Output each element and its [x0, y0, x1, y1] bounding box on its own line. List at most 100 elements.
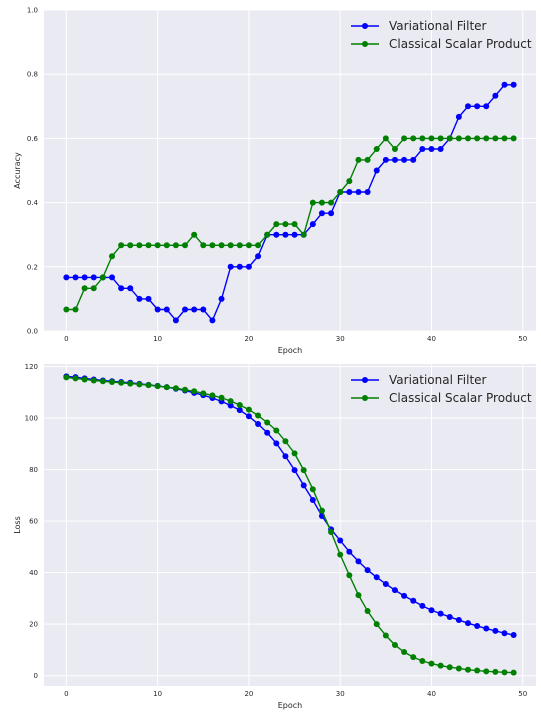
accuracy-series-variational-filter-point	[474, 103, 481, 110]
loss-y-tick-label: 20	[29, 621, 38, 629]
accuracy-series-classical-scalar-product-point	[483, 135, 490, 142]
accuracy-series-variational-filter-point	[255, 253, 262, 260]
loss-legend-label: Classical Scalar Product	[389, 391, 532, 405]
loss-series-variational-filter-point	[264, 429, 271, 436]
loss-series-variational-filter-point	[410, 597, 417, 604]
loss-series-variational-filter-point	[227, 402, 234, 409]
accuracy-series-classical-scalar-product-point	[72, 306, 79, 313]
loss-series-classical-scalar-product-point	[464, 666, 471, 673]
loss-series-classical-scalar-product-point	[346, 572, 353, 579]
accuracy-series-classical-scalar-product-point	[81, 285, 88, 292]
loss-y-tick-label: 100	[25, 415, 38, 423]
loss-legend-marker	[362, 377, 368, 383]
accuracy-series-classical-scalar-product-point	[364, 156, 371, 163]
accuracy-chart: 0 10 20 30 40 50 0.0 0.2 0.4 0.6 0.8 1.0 Epoch Accura…	[13, 7, 536, 355]
accuracy-series-classical-scalar-product-point	[382, 135, 389, 142]
loss-x-tick-label: 0	[64, 690, 68, 698]
loss-x-tick-label: 10	[153, 690, 162, 698]
loss-x-tick-label: 50	[518, 690, 527, 698]
loss-series-classical-scalar-product-point	[437, 662, 444, 669]
loss-series-classical-scalar-product-point	[218, 394, 225, 401]
loss-series-classical-scalar-product-point	[501, 669, 508, 676]
accuracy-series-variational-filter-point	[81, 274, 88, 281]
loss-series-classical-scalar-product-point	[391, 642, 398, 649]
accuracy-x-tick-label: 10	[153, 335, 162, 343]
accuracy-series-classical-scalar-product-point	[236, 242, 243, 249]
accuracy-series-classical-scalar-product-point	[63, 306, 70, 313]
loss-legend-label: Variational Filter	[389, 373, 487, 387]
accuracy-series-classical-scalar-product-point	[492, 135, 499, 142]
loss-y-tick-label: 0	[34, 672, 38, 680]
accuracy-series-variational-filter-point	[464, 103, 471, 110]
loss-x-tick-label: 30	[336, 690, 345, 698]
accuracy-y-axis-label: Accuracy	[13, 152, 22, 189]
loss-series-classical-scalar-product-point	[182, 386, 189, 393]
loss-series-classical-scalar-product-point	[455, 665, 462, 672]
accuracy-series-variational-filter-point	[382, 156, 389, 163]
loss-series-classical-scalar-product-point	[419, 658, 426, 665]
loss-series-classical-scalar-product-point	[227, 398, 234, 405]
loss-series-classical-scalar-product-point	[145, 382, 152, 389]
accuracy-series-variational-filter-point	[318, 210, 325, 217]
accuracy-series-classical-scalar-product-point	[446, 135, 453, 142]
accuracy-series-classical-scalar-product-point	[501, 135, 508, 142]
loss-series-classical-scalar-product-point	[127, 380, 134, 387]
accuracy-series-variational-filter-point	[163, 306, 170, 313]
accuracy-series-classical-scalar-product-point	[428, 135, 435, 142]
accuracy-series-classical-scalar-product-point	[264, 231, 271, 238]
accuracy-series-variational-filter-point	[510, 81, 517, 88]
accuracy-series-classical-scalar-product-point	[455, 135, 462, 142]
accuracy-series-classical-scalar-product-point	[255, 242, 262, 249]
accuracy-series-classical-scalar-product-point	[145, 242, 152, 249]
loss-series-classical-scalar-product-point	[72, 375, 79, 382]
loss-legend-marker	[362, 395, 368, 401]
accuracy-series-classical-scalar-product-point	[99, 274, 106, 281]
loss-series-classical-scalar-product-point	[236, 401, 243, 408]
accuracy-x-tick-label: 20	[244, 335, 253, 343]
accuracy-series-classical-scalar-product-point	[191, 231, 198, 238]
accuracy-series-classical-scalar-product-point	[346, 178, 353, 185]
accuracy-series-classical-scalar-product-point	[510, 135, 517, 142]
accuracy-series-variational-filter-point	[145, 295, 152, 302]
loss-series-classical-scalar-product-point	[483, 668, 490, 675]
accuracy-series-classical-scalar-product-point	[109, 253, 116, 260]
loss-series-classical-scalar-product-point	[373, 621, 380, 628]
loss-series-classical-scalar-product-point	[328, 528, 335, 535]
accuracy-series-classical-scalar-product-point	[318, 199, 325, 206]
accuracy-series-variational-filter-point	[172, 317, 179, 324]
loss-series-variational-filter-point	[455, 617, 462, 624]
accuracy-series-classical-scalar-product-point	[328, 199, 335, 206]
loss-series-classical-scalar-product-point	[200, 390, 207, 397]
accuracy-series-variational-filter-point	[63, 274, 70, 281]
accuracy-series-variational-filter-point	[437, 145, 444, 152]
loss-chart: 0 10 20 30 40 50 0 20 40 60 80 100 120 Epoch Loss Varia…	[13, 363, 536, 710]
accuracy-x-tick-label: 50	[518, 335, 527, 343]
accuracy-series-variational-filter-point	[455, 113, 462, 120]
loss-series-classical-scalar-product-point	[364, 608, 371, 615]
accuracy-x-tick-label: 40	[427, 335, 436, 343]
loss-y-tick-label: 60	[29, 518, 38, 526]
loss-series-classical-scalar-product-point	[510, 669, 517, 676]
loss-series-classical-scalar-product-point	[245, 406, 252, 413]
accuracy-y-tick-label: 0.4	[27, 199, 39, 207]
loss-series-classical-scalar-product-point	[309, 486, 316, 493]
accuracy-series-variational-filter-point	[346, 189, 353, 196]
loss-y-axis-label: Loss	[13, 516, 22, 534]
accuracy-x-tick-label: 0	[64, 335, 68, 343]
accuracy-series-variational-filter-point	[373, 167, 380, 174]
accuracy-series-variational-filter-point	[245, 263, 252, 270]
accuracy-series-classical-scalar-product-point	[474, 135, 481, 142]
loss-series-variational-filter-point	[282, 453, 289, 460]
accuracy-series-variational-filter-point	[72, 274, 79, 281]
loss-series-classical-scalar-product-point	[410, 654, 417, 661]
accuracy-series-variational-filter-point	[364, 189, 371, 196]
accuracy-series-variational-filter-point	[355, 189, 362, 196]
accuracy-y-tick-label: 0.2	[27, 263, 38, 271]
loss-series-variational-filter-point	[355, 558, 362, 565]
loss-series-variational-filter-point	[474, 622, 481, 629]
loss-series-variational-filter-point	[464, 620, 471, 627]
accuracy-series-classical-scalar-product-point	[291, 221, 298, 228]
accuracy-y-tick-label: 0.0	[27, 328, 38, 336]
accuracy-series-classical-scalar-product-point	[282, 221, 289, 228]
accuracy-series-classical-scalar-product-point	[200, 242, 207, 249]
